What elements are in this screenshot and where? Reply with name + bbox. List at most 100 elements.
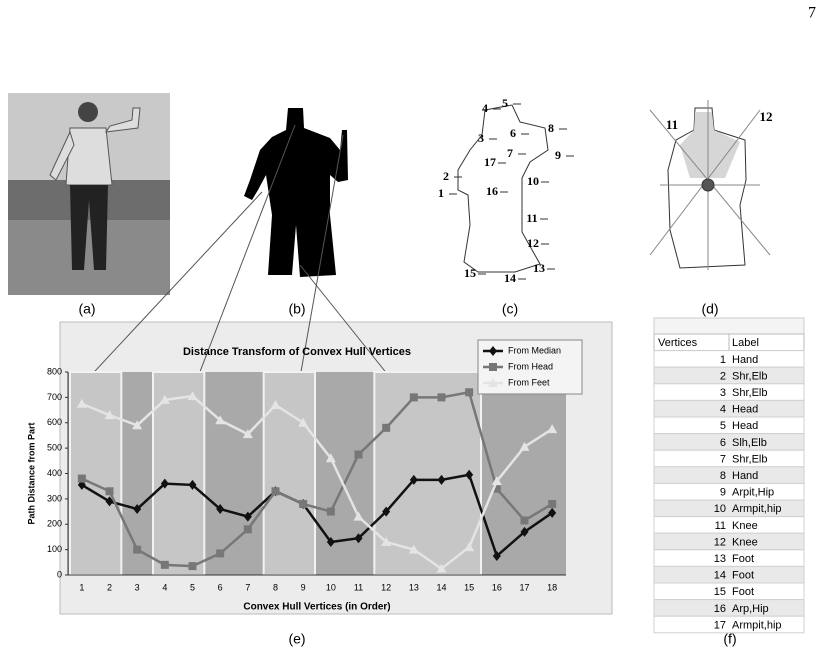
marker	[354, 533, 363, 544]
marker	[437, 474, 446, 485]
cell: Head	[732, 420, 758, 432]
table-row	[653, 582, 805, 601]
cell: Shr,Elb	[732, 387, 767, 399]
marker	[270, 399, 281, 409]
marker	[409, 474, 418, 485]
marker	[105, 487, 114, 496]
cell: Shr,Elb	[732, 453, 767, 465]
marker	[437, 393, 446, 402]
vertex-label: 14	[504, 271, 516, 285]
marker	[409, 393, 418, 402]
marker	[243, 525, 252, 534]
vertex-label: 12	[527, 236, 539, 250]
marker	[298, 417, 309, 427]
x-tick-label: 6	[218, 582, 223, 592]
x-axis-label: Convex Hull Vertices (in Order)	[243, 602, 390, 613]
cell: 2	[720, 370, 726, 382]
marker	[105, 496, 114, 507]
vertex-label: 11	[666, 117, 678, 132]
x-tick-label: 16	[492, 582, 502, 592]
marker	[188, 562, 197, 571]
body-outline	[457, 104, 549, 273]
table-row	[653, 383, 805, 401]
photo	[8, 93, 170, 295]
panel-label: (e)	[288, 631, 305, 647]
table-row	[653, 399, 805, 418]
table-row	[653, 433, 805, 451]
table-row	[653, 615, 805, 634]
cell: Hand	[732, 354, 758, 366]
header-cell: Label	[732, 337, 759, 349]
marker	[326, 537, 335, 548]
cell: Slh,Elb	[732, 437, 767, 449]
y-tick-label: 700	[47, 392, 62, 402]
x-tick-label: 2	[107, 582, 112, 592]
vertex-label: 8	[548, 121, 554, 135]
marker	[216, 549, 225, 558]
marker	[271, 487, 280, 496]
x-tick-label: 10	[326, 582, 336, 592]
y-tick-label: 600	[47, 417, 62, 427]
vertex-label: 9	[555, 148, 561, 162]
marker	[104, 410, 115, 420]
vertex-label: 12	[760, 109, 773, 124]
table-row	[653, 350, 805, 368]
marker	[133, 545, 142, 554]
marker	[465, 388, 474, 397]
panel-label: (f)	[723, 631, 736, 647]
marker	[465, 469, 474, 480]
y-tick-label: 800	[47, 366, 62, 376]
table-row	[653, 366, 805, 385]
marker	[382, 506, 391, 517]
cell: Armpit,hip	[732, 503, 782, 515]
marker	[382, 423, 391, 432]
plot-area	[68, 372, 566, 575]
marker	[353, 511, 364, 521]
marker	[299, 499, 308, 508]
cell: 11	[715, 520, 726, 532]
marker	[132, 420, 143, 430]
marker	[354, 450, 363, 459]
cell: Shr,Elb	[732, 370, 767, 382]
vertex-label: 7	[507, 146, 513, 160]
cell: 7	[720, 453, 726, 465]
vertex-label: 2	[443, 169, 449, 183]
y-axis-label: Path Distance from Part	[26, 422, 36, 524]
table-row	[653, 449, 805, 468]
marker	[548, 499, 557, 508]
marker	[464, 542, 475, 552]
x-tick-label: 9	[301, 582, 306, 592]
arrows	[81, 124, 397, 401]
cell: 12	[714, 536, 726, 548]
legend-label: From Head	[508, 361, 553, 371]
cell: 15	[714, 586, 726, 598]
x-tick-label: 11	[354, 582, 363, 592]
highlight-band	[373, 371, 483, 576]
legend-marker	[489, 346, 497, 356]
highlight-band	[152, 371, 206, 576]
cell: 8	[720, 470, 726, 482]
marker	[159, 394, 170, 404]
cell: 16	[714, 603, 726, 615]
table-row	[653, 565, 805, 584]
series-line	[81, 394, 553, 571]
marker	[160, 478, 169, 489]
cell: 3	[720, 387, 726, 399]
y-tick-label: 500	[47, 443, 62, 453]
table-row	[653, 599, 805, 617]
vertex-label: 13	[533, 261, 545, 275]
vertex-label: 10	[527, 174, 539, 188]
cell: 4	[720, 404, 726, 416]
table: Vertices Label 1 Hand 2 Shr,Elb 3 Shr,Elb 4 Head 5…	[653, 333, 805, 634]
x-tick-label: 3	[135, 582, 140, 592]
marker	[243, 511, 252, 522]
x-tick-label: 1	[79, 582, 84, 592]
chart-title: Distance Transform of Convex Hull Vertic…	[183, 346, 411, 358]
y-tick-label: 0	[57, 569, 62, 579]
marker	[491, 476, 502, 486]
y-tick-label: 400	[47, 468, 62, 478]
cell: Hand	[732, 470, 758, 482]
cell: Foot	[732, 553, 754, 565]
marker	[216, 504, 225, 515]
